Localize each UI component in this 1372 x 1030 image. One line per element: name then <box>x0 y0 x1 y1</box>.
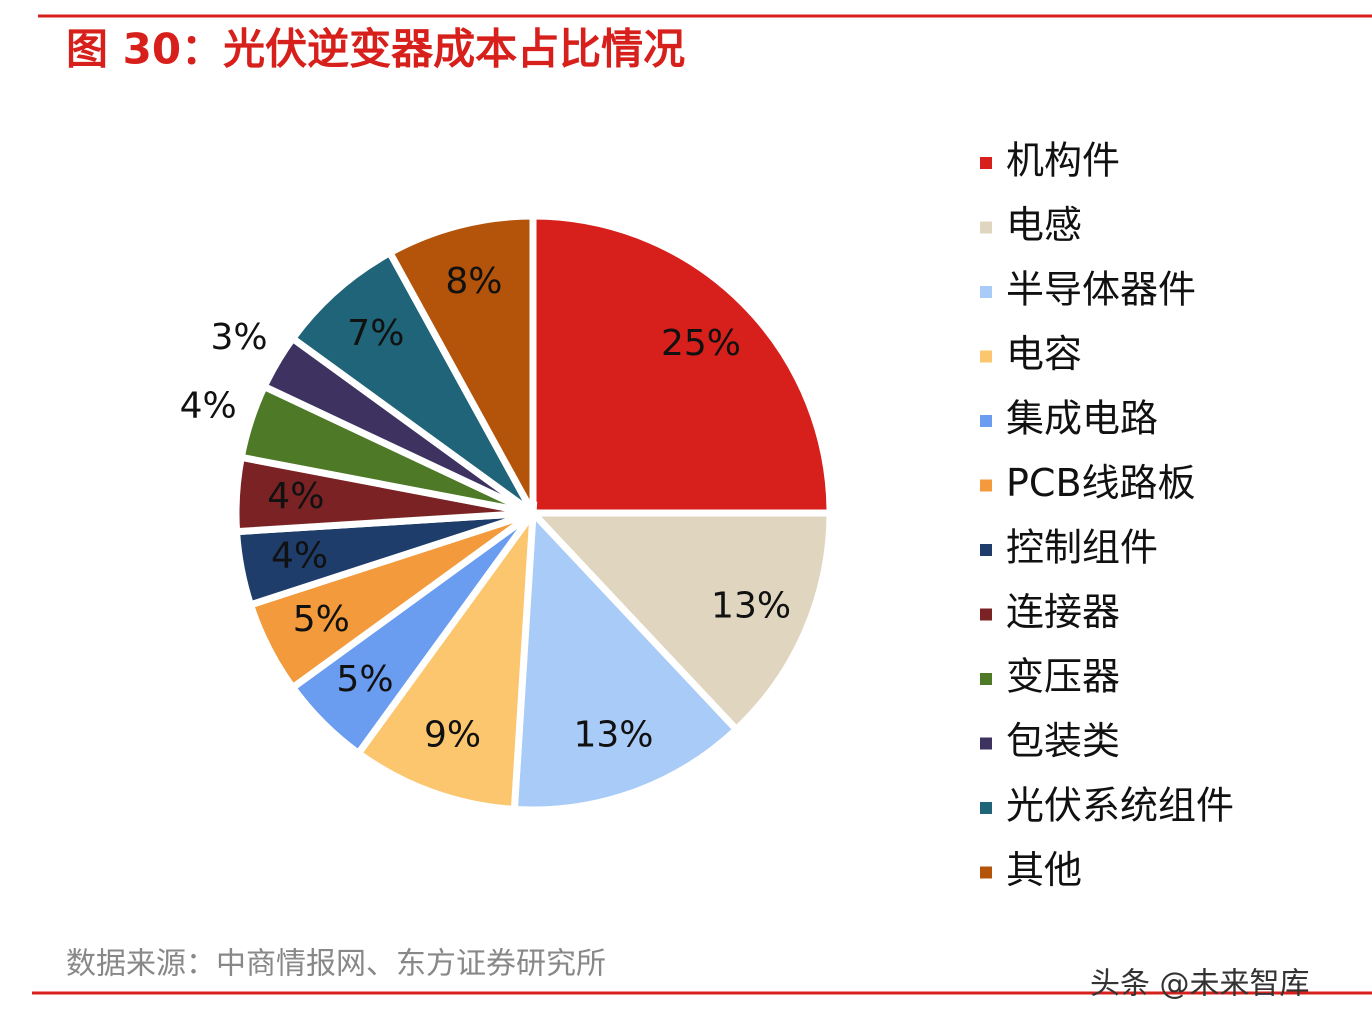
chart-title: 图 30：光伏逆变器成本占比情况 <box>66 25 685 74</box>
pie-slice <box>524 509 834 735</box>
legend-label: PCB线路板 <box>1006 461 1196 505</box>
legend-swatch <box>980 866 992 879</box>
pie-slice <box>385 212 537 515</box>
value-label: 4% <box>271 536 328 577</box>
value-label: 9% <box>424 715 481 756</box>
legend-label: 半导体器件 <box>1006 268 1196 312</box>
legend-label: 控制组件 <box>1006 526 1158 570</box>
legend-swatch <box>980 350 992 363</box>
legend-swatch <box>980 802 992 814</box>
value-label: 13% <box>711 585 791 626</box>
legend-swatch <box>980 221 992 234</box>
value-label: 4% <box>180 385 237 426</box>
value-label: 8% <box>445 261 502 302</box>
legend-label: 光伏系统组件 <box>1006 784 1234 828</box>
watermark: 头条 @未来智库 <box>1090 967 1310 1002</box>
pie-slice <box>353 501 538 814</box>
legend-swatch <box>980 479 992 492</box>
legend-swatch <box>980 737 992 750</box>
legend-swatch <box>980 415 992 427</box>
value-label: 7% <box>347 313 404 354</box>
value-label: 25% <box>661 323 741 364</box>
legend-swatch <box>980 157 992 169</box>
value-label: 5% <box>293 599 350 640</box>
pie-slice <box>510 504 742 814</box>
source: 数据来源：中商情报网、东方证券研究所 <box>66 947 606 982</box>
value-label: 13% <box>573 715 653 756</box>
legend-swatch <box>980 608 992 621</box>
value-label: 5% <box>336 659 393 700</box>
legend-label: 电容 <box>1006 332 1082 376</box>
pie-slice <box>529 212 834 517</box>
legend-swatch <box>980 673 992 685</box>
legend-label: 连接器 <box>1006 590 1120 634</box>
legend-label: 包装类 <box>1006 719 1120 763</box>
pie-slice <box>287 247 537 516</box>
legend-label: 变压器 <box>1006 655 1120 699</box>
legend-label: 集成电路 <box>1006 397 1158 441</box>
legend-swatch <box>980 286 992 298</box>
value-label: 3% <box>210 317 267 358</box>
legend-label: 机构件 <box>1006 139 1120 183</box>
legend-label: 电感 <box>1006 203 1082 247</box>
legend-label: 其他 <box>1006 848 1082 892</box>
value-label: 4% <box>267 476 324 517</box>
legend-swatch <box>980 544 992 556</box>
